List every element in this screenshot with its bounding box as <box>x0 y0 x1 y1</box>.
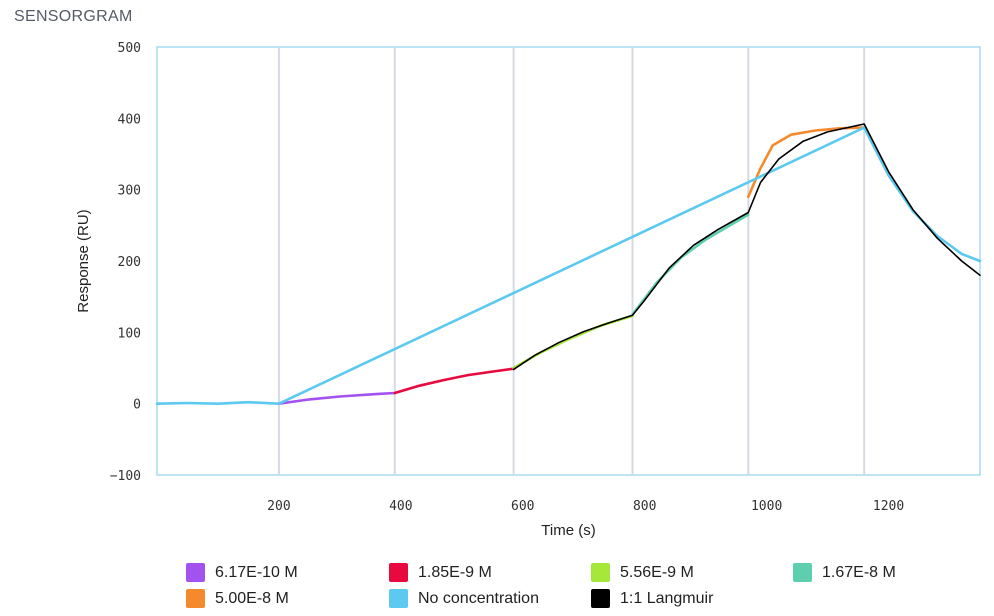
series-line <box>393 367 515 395</box>
legend-item[interactable]: No concentration <box>389 589 539 608</box>
legend-swatch <box>186 563 205 582</box>
legend-swatch <box>591 563 610 582</box>
legend-item[interactable]: 1:1 Langmuir <box>591 589 713 608</box>
series-line <box>277 391 397 406</box>
y-tick-label: 200 <box>118 255 141 270</box>
x-tick-label: 400 <box>389 499 412 514</box>
legend-label: 5.56E-9 M <box>620 563 694 581</box>
legend-label: 6.17E-10 M <box>215 563 298 581</box>
series-line <box>631 213 750 316</box>
legend-label: 1.67E-8 M <box>822 563 896 581</box>
chart-title: SENSORGRAM <box>14 8 133 25</box>
y-tick-label: 100 <box>118 326 141 341</box>
series-line <box>512 123 981 371</box>
y-tick-label: 400 <box>118 112 141 127</box>
x-tick-label: 200 <box>267 499 290 514</box>
legend-swatch <box>389 589 408 608</box>
legend-label: 5.00E-8 M <box>215 589 289 607</box>
legend-label: 1:1 Langmuir <box>620 589 714 607</box>
x-tick-label: 1200 <box>873 499 904 514</box>
y-axis-title: Response (RU) <box>75 209 92 312</box>
plot-frame <box>156 46 981 476</box>
x-tick-label: 600 <box>511 499 534 514</box>
y-tick-label: 500 <box>118 41 141 56</box>
legend-label: No concentration <box>418 589 539 607</box>
series-line <box>512 314 634 370</box>
series-line <box>746 126 866 199</box>
legend-swatch <box>591 589 610 608</box>
legend-item[interactable]: 5.00E-8 M <box>186 589 289 608</box>
x-tick-label: 800 <box>633 499 656 514</box>
y-tick-label: 0 <box>133 398 141 413</box>
legend-swatch <box>793 563 812 582</box>
legend-item[interactable]: 1.85E-9 M <box>389 563 492 582</box>
y-tick-label: −100 <box>110 469 141 484</box>
x-axis-title: Time (s) <box>541 522 595 539</box>
legend-item[interactable]: 6.17E-10 M <box>186 563 298 582</box>
legend-swatch <box>389 563 408 582</box>
legend-label: 1.85E-9 M <box>418 563 492 581</box>
legend-item[interactable]: 5.56E-9 M <box>591 563 694 582</box>
y-tick-label: 300 <box>118 184 141 199</box>
x-tick-label: 1000 <box>751 499 782 514</box>
series-line <box>155 126 982 406</box>
legend-item[interactable]: 1.67E-8 M <box>793 563 896 582</box>
legend-swatch <box>186 589 205 608</box>
